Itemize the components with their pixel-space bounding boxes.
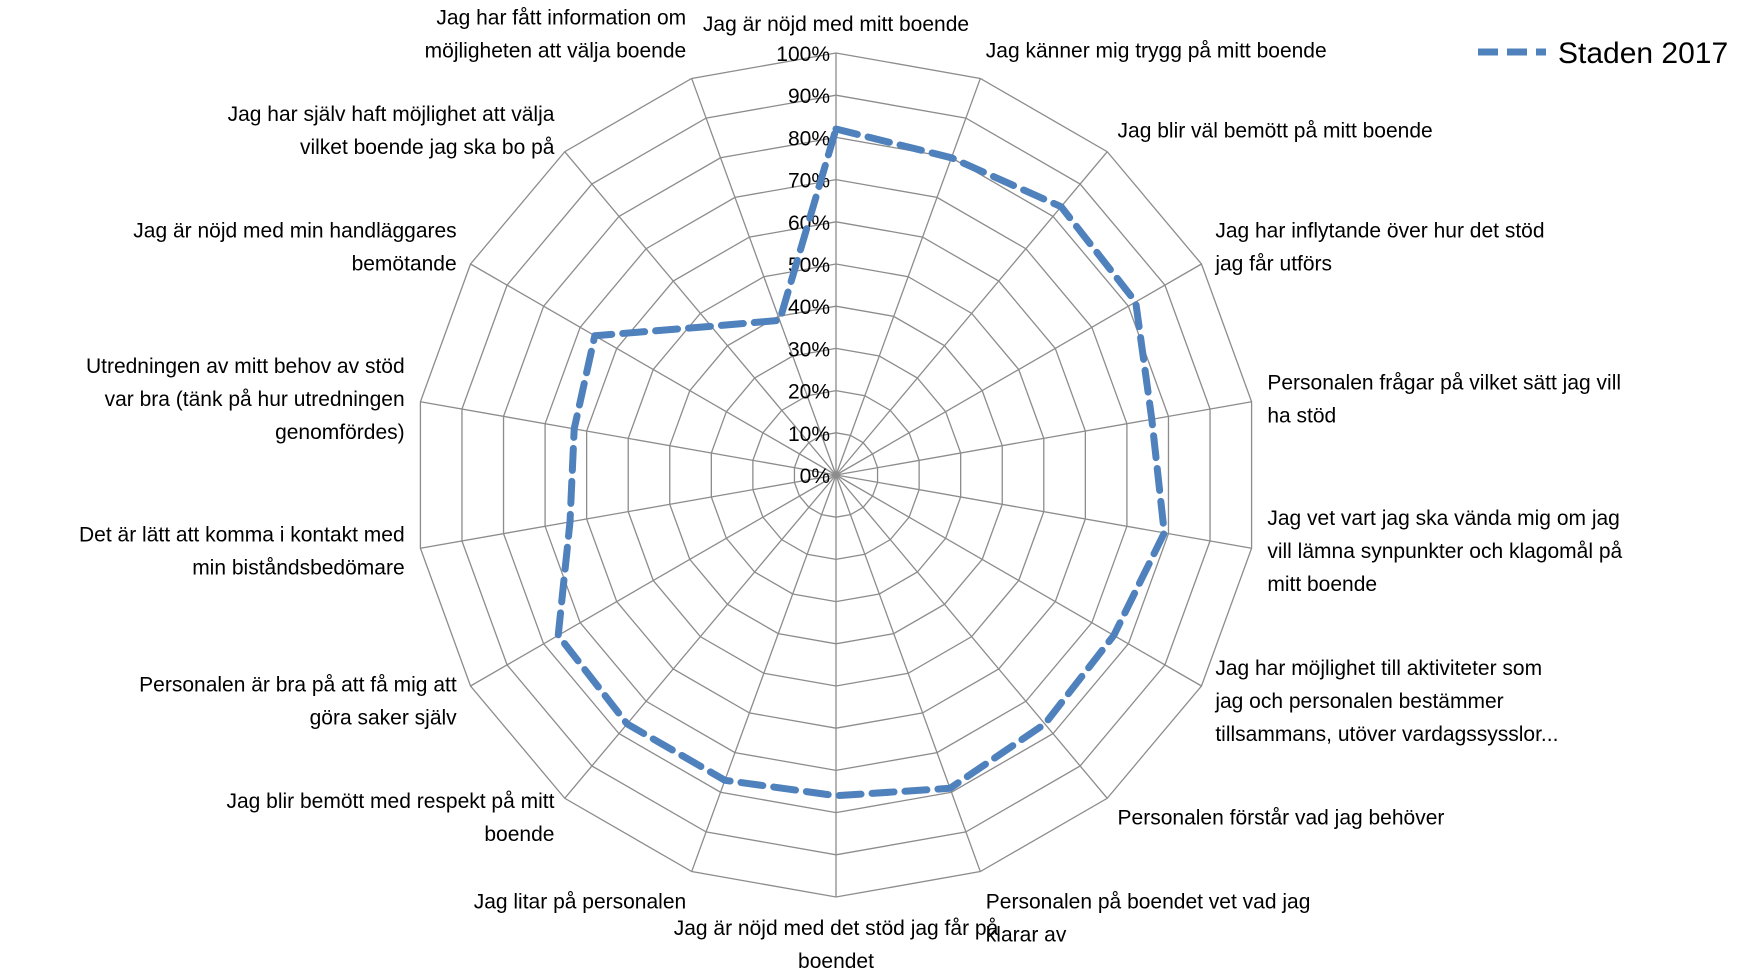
- category-label-line: boendet: [798, 950, 874, 973]
- category-label-11: Jag blir bemött med respekt på mitt boend…: [226, 790, 554, 846]
- category-label-line: Det är lätt att komma i kontakt med: [79, 524, 405, 547]
- tick-label: 30%: [788, 338, 830, 361]
- category-label-line: Jag blir väl bemött på mitt boende: [1118, 119, 1433, 142]
- spoke-16: [564, 151, 837, 476]
- category-label-line: Personalen frågar på vilket sätt jag vil…: [1267, 371, 1621, 394]
- spoke-13: [420, 474, 837, 549]
- category-label-line: var bra (tänk på hur utredningen: [105, 388, 405, 411]
- spoke-11: [564, 474, 837, 799]
- category-label-line: Jag har möjlighet till aktiviteter som: [1215, 657, 1542, 680]
- category-label-line: jag och personalen bestämmer: [1214, 690, 1503, 713]
- category-label-line: klarar av: [986, 924, 1067, 947]
- category-label-7: Personalen förstår vad jag behöver: [1118, 807, 1445, 830]
- category-label-line: Jag vet vart jag ska vända mig om jag: [1267, 507, 1620, 530]
- category-label-line: min biståndsbedömare: [192, 557, 404, 580]
- series-line-0: [554, 125, 1168, 800]
- category-label-line: Jag är nöjd med mitt boende: [703, 13, 969, 36]
- category-label-line: Personalen är bra på att få mig att: [139, 674, 457, 697]
- tick-label: 20%: [788, 381, 830, 404]
- legend-label: Staden 2017: [1558, 37, 1728, 70]
- spoke-14: [420, 401, 837, 476]
- series-layer: [554, 125, 1168, 800]
- tick-label: 80%: [788, 127, 830, 150]
- spoke-10: [691, 474, 837, 872]
- category-label-line: Jag litar på personalen: [474, 891, 686, 914]
- category-label-14: Utredningen av mitt behov av stöd var bra…: [86, 355, 405, 444]
- category-label-line: bemötande: [352, 253, 457, 276]
- category-label-line: möjligheten att välja boende: [425, 39, 687, 62]
- category-label-line: Personalen förstår vad jag behöver: [1118, 807, 1445, 830]
- radial-axis-ticks: 0%10%20%30%40%50%60%70%80%90%100%: [776, 43, 830, 488]
- spoke-12: [470, 474, 837, 687]
- spoke-3: [835, 263, 1202, 476]
- category-label-line: Jag har inflytande över hur det stöd: [1215, 220, 1544, 243]
- category-label-15: Jag är nöjd med min handläggares bemötand…: [133, 220, 456, 276]
- category-label-line: göra saker själv: [310, 707, 458, 730]
- spoke-4: [835, 401, 1252, 476]
- category-label-line: Utredningen av mitt behov av stöd: [86, 355, 405, 378]
- category-label-line: ha stöd: [1267, 404, 1336, 427]
- spoke-8: [835, 474, 981, 872]
- category-label-12: Personalen är bra på att få mig att göra …: [139, 674, 457, 730]
- category-label-line: vilket boende jag ska bo på: [300, 136, 555, 159]
- category-label-line: Jag är nöjd med det stöd jag får på: [674, 917, 999, 940]
- category-label-5: Jag vet vart jag ska vända mig om jag vil…: [1267, 507, 1622, 596]
- category-label-line: jag får utförs: [1214, 253, 1332, 276]
- tick-label: 60%: [788, 212, 830, 235]
- spoke-15: [470, 263, 837, 476]
- tick-label: 10%: [788, 423, 830, 446]
- radar-grid: [419, 52, 1253, 898]
- category-label-9: Jag är nöjd med det stöd jag får på boend…: [674, 917, 999, 973]
- category-label-3: Jag har inflytande över hur det stöd jag …: [1214, 220, 1544, 276]
- category-label-line: Jag har fått information om: [436, 6, 686, 29]
- category-label-16: Jag har själv haft möjlighet att välja vi…: [228, 103, 555, 159]
- category-label-line: Jag känner mig trygg på mitt boende: [986, 39, 1327, 62]
- category-label-line: boende: [484, 823, 554, 846]
- category-label-1: Jag känner mig trygg på mitt boende: [986, 39, 1327, 62]
- category-label-13: Det är lätt att komma i kontakt med min b…: [79, 524, 405, 580]
- category-label-line: vill lämna synpunkter och klagomål på: [1267, 540, 1622, 563]
- category-label-10: Jag litar på personalen: [474, 891, 686, 914]
- tick-label: 90%: [788, 85, 830, 108]
- spoke-17: [691, 78, 837, 476]
- category-label-line: Personalen på boendet vet vad jag: [986, 891, 1311, 914]
- category-label-line: genomfördes): [275, 421, 405, 444]
- category-label-line: Jag är nöjd med min handläggares: [133, 220, 456, 243]
- spoke-5: [835, 474, 1252, 549]
- tick-label: 0%: [800, 465, 830, 488]
- tick-label: 40%: [788, 296, 830, 319]
- category-label-8: Personalen på boendet vet vad jag klarar …: [986, 891, 1311, 947]
- category-label-2: Jag blir väl bemött på mitt boende: [1118, 119, 1433, 142]
- category-label-17: Jag har fått information om möjligheten a…: [425, 6, 687, 62]
- spoke-1: [835, 78, 981, 476]
- category-label-line: Jag har själv haft möjlighet att välja: [228, 103, 555, 126]
- legend: Staden 2017: [1478, 37, 1728, 70]
- category-label-line: Jag blir bemött med respekt på mitt: [226, 790, 554, 813]
- category-label-line: mitt boende: [1267, 573, 1377, 596]
- category-label-6: Jag har möjlighet till aktiviteter som ja…: [1214, 657, 1558, 746]
- category-label-4: Personalen frågar på vilket sätt jag vil…: [1267, 371, 1621, 427]
- category-labels: Jag är nöjd med mitt boende Jag känner mi…: [79, 6, 1622, 973]
- category-label-0: Jag är nöjd med mitt boende: [703, 13, 969, 36]
- category-label-line: tillsammans, utöver vardagssysslor...: [1215, 723, 1558, 746]
- spoke-6: [835, 474, 1202, 687]
- tick-label: 100%: [776, 43, 830, 66]
- spoke-7: [835, 474, 1108, 799]
